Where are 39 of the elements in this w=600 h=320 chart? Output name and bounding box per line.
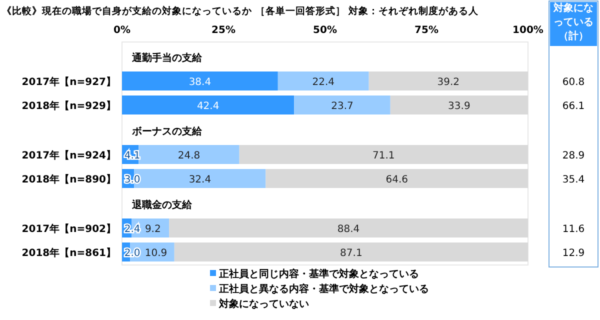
text: 9.2 [144,224,161,235]
x-tick-label: 25% [212,25,236,36]
y-tick-label: 2018年【n=929】 [22,100,116,112]
y-tick-label: 2018年【n=861】 [22,247,116,259]
text: 32.4 [188,174,212,186]
annotation: 通勤手当の支給 [131,52,203,64]
x-tick-label: 0% [114,25,130,36]
data-label: 66.1 [562,101,585,112]
y-tick-label: 2017年【n=927】 [22,76,116,88]
x-tick-label: 75% [414,25,438,36]
x-tick-label: 100% [512,25,544,36]
data-label: 12.9 [562,248,585,259]
text: 71.1 [372,150,395,162]
text: 24.8 [178,150,200,162]
text: 10.9 [144,248,168,259]
legend-label: 対象になっていない [218,298,309,310]
annotation: ボーナスの支給 [131,126,203,138]
chart-title: 《比較》現在の職場で自身が支給の対象になっているか ［各単一回答形式］ 対象：それぞれ制度がある人 [2,5,480,17]
legend-label: 正社員と同じ内容・基準で対象となっている [218,268,419,280]
y-tick-label: 2018年【n=890】 [22,174,116,186]
text: 87.1 [340,248,362,259]
data-label: 60.8 [562,77,585,88]
text: 64.6 [386,174,408,186]
data-label: 35.4 [562,174,585,186]
text: 対象になっている（計） [550,2,597,46]
legend-label: 正社員と異なる内容・基準で対象となっている [218,283,429,295]
y-tick-label: 2017年【n=902】 [22,223,116,235]
x-tick-label: 50% [313,25,337,36]
text: 33.9 [448,101,470,112]
text: 39.2 [437,77,460,88]
text: 42.4 [196,101,220,112]
text: 38.4 [188,77,212,88]
data-label: 11.6 [562,224,585,235]
text: 22.4 [312,77,335,88]
annotation: 退職金の支給 [131,199,193,211]
y-tick-label: 2017年【n=924】 [22,150,116,162]
text: 88.4 [337,224,360,235]
text: 23.7 [331,101,354,112]
data-label: 28.9 [562,150,585,162]
